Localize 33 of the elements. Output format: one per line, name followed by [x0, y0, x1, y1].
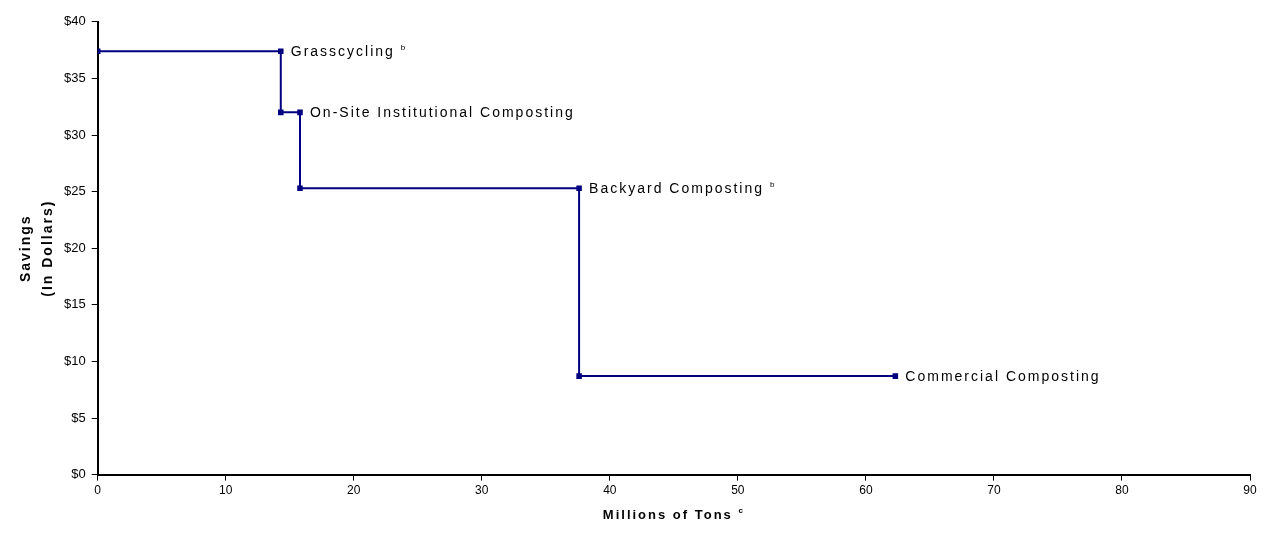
x-tick-label: 30 [475, 483, 489, 498]
point [297, 185, 303, 191]
point [97, 48, 101, 54]
x-tick-label: 10 [219, 483, 233, 498]
annotation: Commercial Composting [905, 368, 1101, 385]
x-tick-label: 50 [731, 483, 745, 498]
point [297, 109, 303, 116]
point [576, 185, 582, 191]
x-tick-label: 70 [987, 483, 1001, 498]
y-tick-label: $15 [63, 296, 86, 312]
y-tick-label: $20 [63, 239, 86, 255]
x-axis-title: Millions of Tons c [602, 506, 745, 522]
x-tick-label: 90 [1243, 483, 1257, 498]
x-tick-label: 20 [347, 483, 361, 498]
annotation: Backyard Composting b [589, 179, 777, 197]
y-tick-label: $40 [63, 13, 86, 29]
y-tick-label: $10 [63, 352, 86, 368]
x-tick-label: 80 [1115, 483, 1129, 498]
y-tick-label: $0 [71, 466, 86, 482]
annotation: On-Site Institutional Composting [309, 104, 575, 121]
annotation: Grasscycling b [290, 42, 408, 60]
point [576, 373, 582, 379]
y-axis-title: Savings (In Dollars) [17, 199, 55, 297]
x-tick-label: 0 [94, 483, 102, 498]
point [278, 48, 284, 54]
y-tick-label: $5 [71, 409, 86, 425]
point [278, 109, 284, 116]
point [892, 373, 899, 379]
x-tick-label: 60 [859, 483, 873, 498]
y-tick-label: $25 [63, 183, 86, 199]
y-tick-label: $35 [63, 69, 86, 85]
y-tick-label: $30 [63, 126, 86, 142]
x-tick-label: 40 [603, 483, 617, 498]
